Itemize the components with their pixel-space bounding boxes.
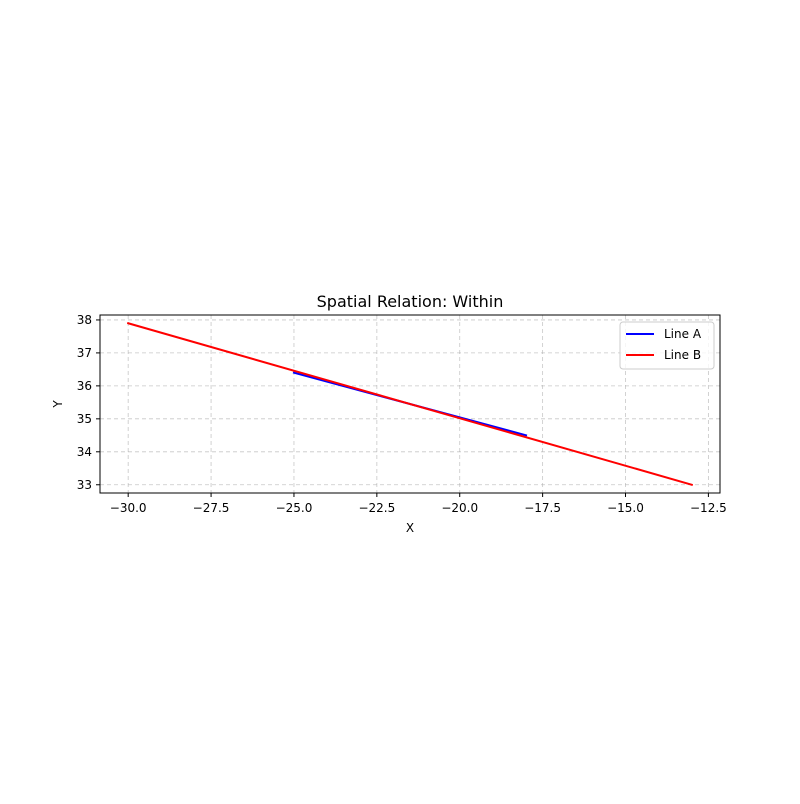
chart-title: Spatial Relation: Within [317, 292, 504, 311]
x-tick-label: −30.0 [110, 501, 147, 515]
y-tick-label: 34 [77, 445, 92, 459]
legend-label-b: Line B [664, 348, 701, 362]
x-tick-label: −12.5 [690, 501, 727, 515]
x-tick-label: −25.0 [276, 501, 313, 515]
legend-label-a: Line A [664, 327, 702, 341]
x-tick-label: −22.5 [358, 501, 395, 515]
legend: Line A Line B [619, 321, 715, 370]
x-tick-label: −17.5 [524, 501, 561, 515]
grid [100, 315, 720, 493]
x-tick-label: −20.0 [441, 501, 478, 515]
y-tick-label: 37 [77, 346, 92, 360]
y-tick-label: 36 [77, 379, 92, 393]
x-axis: −30.0 −27.5 −25.0 −22.5 −20.0 −17.5 −15.0 −12.5 [110, 493, 727, 515]
series-line-b [126, 322, 694, 486]
x-axis-label: X [406, 521, 414, 535]
series-lines [126, 322, 694, 486]
plot-frame [99, 314, 721, 494]
x-tick-label: −15.0 [607, 501, 644, 515]
x-tick-label: −27.5 [193, 501, 230, 515]
y-tick-label: 38 [77, 313, 92, 327]
y-tick-label: 33 [77, 478, 92, 492]
y-tick-label: 35 [77, 412, 92, 426]
y-axis: 33 34 35 36 37 38 [77, 313, 100, 492]
y-axis-label: Y [51, 400, 65, 409]
